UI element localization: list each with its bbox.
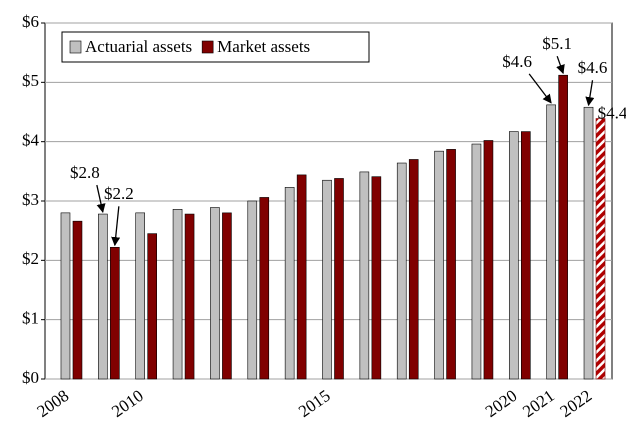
bar xyxy=(371,176,382,380)
bar xyxy=(583,106,594,380)
legend-swatch xyxy=(201,40,214,54)
annotation-arrow xyxy=(111,206,121,247)
bar xyxy=(446,149,456,380)
bar xyxy=(359,171,370,380)
y-tick-label: $2 xyxy=(22,249,39,268)
annotation-arrow xyxy=(585,80,595,107)
legend-box xyxy=(61,31,370,63)
x-tick-label: 2020 xyxy=(482,386,521,421)
bar xyxy=(520,131,531,380)
x-tick-label: 2008 xyxy=(33,386,72,421)
annotation-arrow xyxy=(96,184,106,213)
bar xyxy=(508,131,519,380)
bar xyxy=(172,209,183,380)
x-tick-label: 2022 xyxy=(557,386,596,421)
y-tick-label: $6 xyxy=(22,12,39,31)
value-label: $5.1 xyxy=(542,34,572,53)
x-tick-label: 2010 xyxy=(108,386,147,421)
bar xyxy=(471,143,482,380)
bar xyxy=(322,179,332,380)
bar xyxy=(434,150,444,380)
y-tick-label: $1 xyxy=(22,309,39,328)
bar xyxy=(210,207,220,380)
bar xyxy=(396,162,407,380)
value-label: $2.2 xyxy=(104,184,134,203)
bar xyxy=(110,246,120,380)
value-label: $2.8 xyxy=(70,163,100,182)
annotation-arrow xyxy=(528,73,552,104)
legend-swatch xyxy=(69,40,82,54)
bar xyxy=(595,118,606,380)
value-label: $4.6 xyxy=(502,52,532,71)
bar xyxy=(222,212,232,380)
y-tick-label: $3 xyxy=(22,190,39,209)
bar xyxy=(483,140,494,380)
x-tick-label: 2015 xyxy=(295,386,334,421)
y-tick-label: $5 xyxy=(22,71,39,90)
bar xyxy=(60,212,71,380)
bar xyxy=(408,159,419,380)
bar xyxy=(247,200,258,380)
bar xyxy=(558,74,568,380)
bar xyxy=(284,187,295,380)
bar xyxy=(334,178,344,380)
bar xyxy=(296,174,307,380)
bar xyxy=(72,220,83,380)
bar xyxy=(135,212,145,380)
value-label: $4.4 xyxy=(598,103,626,122)
bar xyxy=(546,104,556,380)
bar xyxy=(147,233,157,380)
legend-label: Actuarial assets xyxy=(85,37,192,56)
bar xyxy=(259,197,270,380)
legend-label: Market assets xyxy=(217,37,310,56)
x-tick-label: 2021 xyxy=(519,386,558,421)
y-tick-label: $0 xyxy=(22,368,39,387)
annotation-arrow xyxy=(556,55,565,75)
bar xyxy=(98,213,108,380)
bar xyxy=(184,213,195,380)
y-tick-label: $4 xyxy=(22,131,40,150)
value-label: $4.6 xyxy=(578,58,608,77)
